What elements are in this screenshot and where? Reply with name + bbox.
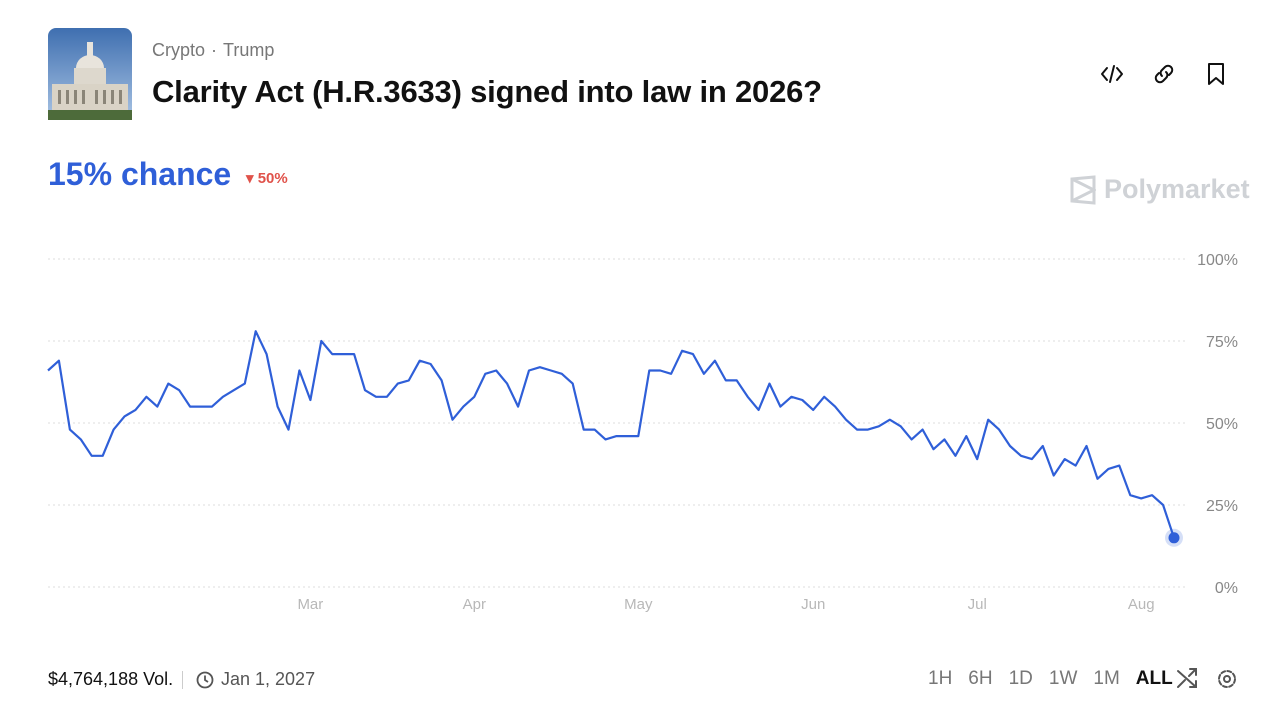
end-date: Jan 1, 2027 [196, 669, 315, 690]
clock-icon [196, 671, 214, 688]
change-value: 50% [257, 170, 288, 187]
link-button[interactable] [1154, 64, 1174, 84]
chart-tools [1177, 668, 1236, 688]
price-chart: 0% 25% 50% 75% 100% Mar Apr May Jun Jul Aug [47, 252, 1238, 613]
shuffle-button[interactable] [1177, 668, 1197, 688]
market-image [48, 28, 132, 120]
x-tick-label: Jul [968, 596, 987, 613]
y-tick-label: 0% [1215, 580, 1238, 597]
price-line [47, 330, 1176, 539]
settings-button[interactable] [1218, 670, 1236, 688]
brand: Polymarket [1070, 174, 1250, 205]
current-point [1168, 532, 1180, 544]
range-button[interactable]: 6H [968, 668, 993, 689]
bookmark-button[interactable] [1208, 63, 1224, 85]
x-tick-label: May [624, 596, 653, 613]
embed-button[interactable] [1101, 65, 1123, 83]
range-button[interactable]: ALL [1135, 668, 1173, 689]
divider [182, 671, 183, 689]
range-button[interactable]: 1H [928, 668, 953, 689]
y-tick-label: 50% [1206, 416, 1238, 433]
separator: · [211, 40, 218, 60]
change: ▾ 50% [246, 170, 288, 187]
y-tick-label: 25% [1206, 498, 1238, 515]
volume: $4,764,188 Vol. [48, 669, 174, 689]
range-button[interactable]: 1M [1093, 668, 1120, 689]
x-tick-label: Jun [801, 596, 825, 613]
range-button[interactable]: 1D [1008, 668, 1033, 689]
brand-name: Polymarket [1104, 174, 1250, 204]
x-tick-label: Mar [297, 596, 323, 613]
range-selector: 1H 6H 1D 1W 1M ALL [928, 668, 1173, 690]
breadcrumbs: Crypto · Trump [152, 40, 280, 61]
y-tick-label: 100% [1197, 252, 1238, 269]
x-tick-label: Aug [1128, 596, 1155, 613]
header-actions [1101, 63, 1224, 85]
breadcrumb[interactable]: Trump [223, 40, 275, 60]
x-tick-label: Apr [463, 596, 486, 613]
breadcrumb[interactable]: Crypto [152, 40, 206, 60]
range-button[interactable]: 1W [1048, 668, 1078, 689]
y-tick-label: 75% [1206, 334, 1238, 351]
market-title: Clarity Act (H.R.3633) signed into law i… [152, 74, 822, 109]
brand-logo [1070, 174, 1096, 205]
chance: 15% chance [48, 156, 232, 192]
end-date-text: Jan 1, 2027 [221, 669, 316, 689]
